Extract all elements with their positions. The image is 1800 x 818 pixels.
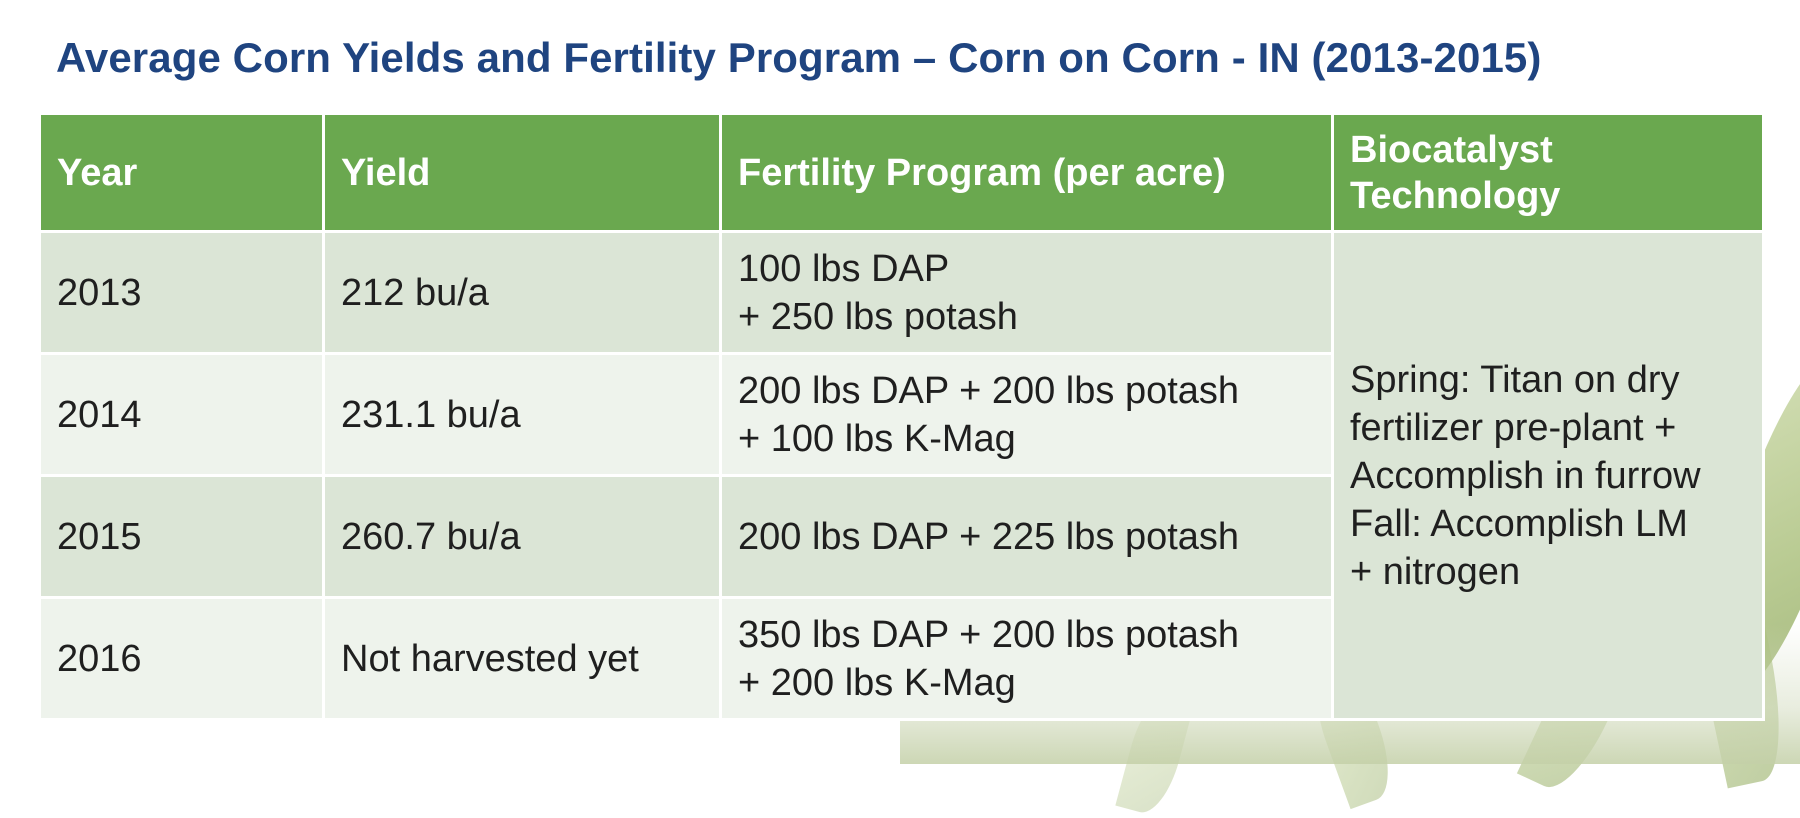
fertility-line: 350 lbs DAP + 200 lbs potash	[738, 613, 1240, 656]
year-cell: 2015	[38, 474, 325, 599]
fertility-cell: 350 lbs DAP + 200 lbs potash + 200 lbs K…	[719, 596, 1334, 721]
header-fertility-program: Fertility Program (per acre)	[719, 112, 1334, 233]
header-year: Year	[38, 112, 325, 233]
year-cell: 2013	[38, 230, 325, 355]
fertility-cell: 100 lbs DAP + 250 lbs potash	[719, 230, 1334, 355]
header-biocatalyst-technology: Biocatalyst Technology	[1331, 112, 1765, 233]
table-row: 2013 212 bu/a 100 lbs DAP + 250 lbs pota…	[38, 230, 1765, 721]
fertility-line: 100 lbs DAP	[738, 247, 950, 290]
fertility-line: + 100 lbs K-Mag	[738, 417, 1016, 460]
table-row: 2015 260.7 bu/a 200 lbs DAP + 225 lbs po…	[38, 474, 1764, 599]
year-cell: 2014	[38, 352, 325, 477]
fertility-cell: 200 lbs DAP + 200 lbs potash + 100 lbs K…	[719, 352, 1334, 477]
biocatalyst-line: Accomplish in furrow	[1350, 454, 1701, 497]
yield-cell: 212 bu/a	[322, 230, 722, 355]
fertility-line: + 250 lbs potash	[738, 295, 1018, 338]
fertility-line: 200 lbs DAP + 225 lbs potash	[738, 515, 1240, 558]
header-yield: Yield	[322, 112, 722, 233]
biocatalyst-line: + nitrogen	[1350, 550, 1521, 593]
year-cell: 2016	[38, 596, 325, 721]
fertility-cell: 200 lbs DAP + 225 lbs potash	[719, 474, 1334, 599]
fertility-line: 200 lbs DAP + 200 lbs potash	[738, 369, 1240, 412]
yield-fertility-table: Year Yield Fertility Program (per acre) …	[38, 112, 1765, 721]
biocatalyst-cell: Spring: Titan on dry fertilizer pre-plan…	[1331, 230, 1765, 721]
table-row: 2016 Not harvested yet 350 lbs DAP + 200…	[38, 596, 1764, 721]
fertility-line: + 200 lbs K-Mag	[738, 661, 1016, 704]
yield-cell: 231.1 bu/a	[322, 352, 722, 477]
slide-title: Average Corn Yields and Fertility Progra…	[56, 34, 1542, 81]
biocatalyst-line: Spring: Titan on dry	[1350, 358, 1680, 401]
biocatalyst-line: fertilizer pre-plant +	[1350, 406, 1677, 449]
table-header-row: Year Yield Fertility Program (per acre) …	[38, 112, 1765, 233]
yield-cell: 260.7 bu/a	[322, 474, 722, 599]
biocatalyst-line: Fall: Accomplish LM	[1350, 502, 1688, 545]
table-row: 2014 231.1 bu/a 200 lbs DAP + 200 lbs po…	[38, 352, 1764, 477]
biocatalyst-text: Spring: Titan on dry fertilizer pre-plan…	[1350, 356, 1746, 596]
yield-cell: Not harvested yet	[322, 596, 722, 721]
